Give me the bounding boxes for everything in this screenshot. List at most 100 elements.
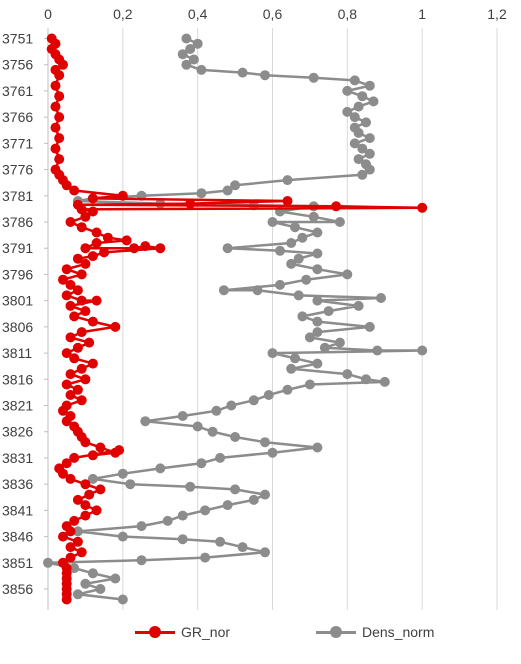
data-point-gr-nor <box>91 505 102 516</box>
data-point-dens-norm <box>357 169 368 180</box>
data-point-dens-norm <box>136 555 147 566</box>
y-tick-label: 3771 <box>2 135 33 151</box>
data-point-gr-nor <box>80 479 91 490</box>
data-point-gr-nor <box>140 241 151 252</box>
data-point-gr-nor <box>65 473 76 484</box>
data-point-dens-norm <box>196 64 207 75</box>
y-tick-label: 3811 <box>2 345 32 361</box>
data-point-dens-norm <box>248 395 259 406</box>
y-tick-label: 3766 <box>2 109 33 125</box>
x-tick-label: 0,2 <box>113 6 133 22</box>
data-point-gr-nor <box>114 445 125 456</box>
data-point-dens-norm <box>185 481 196 492</box>
y-tick-label: 3791 <box>2 240 33 256</box>
data-point-gr-nor <box>50 101 61 112</box>
y-tick-label: 3801 <box>2 293 33 309</box>
data-point-dens-norm <box>192 421 203 432</box>
data-point-dens-norm <box>323 306 334 317</box>
data-point-dens-norm <box>260 489 270 500</box>
data-point-gr-nor <box>61 348 72 359</box>
data-point-dens-norm <box>353 300 364 311</box>
data-point-dens-norm <box>364 164 375 175</box>
data-point-dens-norm <box>218 285 229 296</box>
y-tick-label: 3821 <box>2 398 33 414</box>
data-point-dens-norm <box>222 500 233 511</box>
data-point-gr-nor <box>76 327 87 338</box>
data-point-gr-nor <box>72 285 83 296</box>
data-point-gr-nor <box>282 196 293 206</box>
data-point-gr-nor <box>72 494 83 505</box>
data-point-gr-nor <box>129 243 140 254</box>
data-point-dens-norm <box>290 222 300 233</box>
data-point-gr-nor <box>65 279 76 290</box>
data-point-dens-norm <box>361 374 371 385</box>
data-point-dens-norm <box>177 49 188 60</box>
data-point-dens-norm <box>136 521 147 532</box>
data-point-gr-nor <box>65 526 76 537</box>
x-tick-label: 1 <box>418 6 426 22</box>
data-point-dens-norm <box>87 568 98 579</box>
data-point-dens-norm <box>260 70 270 81</box>
data-point-dens-norm <box>364 80 375 91</box>
data-point-gr-nor <box>72 342 83 353</box>
data-point-dens-norm <box>226 400 237 411</box>
data-point-dens-norm <box>372 345 383 356</box>
data-point-dens-norm <box>286 258 297 269</box>
y-tick-label: 3781 <box>2 188 33 204</box>
data-point-dens-norm <box>342 269 353 280</box>
data-point-dens-norm <box>312 327 323 338</box>
y-tick-label: 3756 <box>2 57 33 73</box>
data-point-dens-norm <box>200 505 211 516</box>
series-layer <box>43 33 428 605</box>
data-point-gr-nor <box>50 122 61 133</box>
data-point-dens-norm <box>140 416 151 427</box>
data-point-dens-norm <box>368 96 379 107</box>
data-point-dens-norm <box>312 316 323 327</box>
data-point-dens-norm <box>364 148 375 159</box>
y-tick-label: 3806 <box>2 319 33 335</box>
data-point-gr-nor <box>84 337 95 348</box>
data-point-dens-norm <box>376 293 386 303</box>
data-point-dens-norm <box>312 442 323 453</box>
data-point-dens-norm <box>308 72 319 83</box>
data-point-dens-norm <box>353 127 364 138</box>
data-point-gr-nor <box>80 374 91 385</box>
data-point-dens-norm <box>260 547 270 558</box>
data-point-gr-nor <box>50 80 61 91</box>
data-point-gr-nor <box>54 91 65 102</box>
data-point-gr-nor <box>91 227 102 238</box>
legend-swatch-dens <box>316 622 356 642</box>
data-point-gr-nor <box>76 269 87 280</box>
y-tick-label: 3776 <box>2 162 33 178</box>
data-point-dens-norm <box>357 91 368 102</box>
data-point-dens-norm <box>237 67 248 78</box>
data-point-dens-norm <box>286 238 297 248</box>
y-axis-ticks: 3751 3756 3761 3766 3771 3776 3781 3786 3791 3796… <box>2 30 48 597</box>
data-point-dens-norm <box>80 578 91 589</box>
data-point-gr-nor <box>61 594 72 605</box>
data-point-gr-nor <box>80 437 91 448</box>
data-point-dens-norm <box>267 217 278 227</box>
data-point-gr-nor <box>65 390 76 400</box>
data-point-gr-nor <box>65 332 76 343</box>
data-point-gr-nor <box>72 253 83 264</box>
data-point-dens-norm <box>275 245 285 256</box>
data-point-dens-norm <box>308 211 319 222</box>
data-point-dens-norm <box>117 594 128 605</box>
data-point-dens-norm <box>162 515 173 526</box>
data-point-gr-nor <box>65 369 76 380</box>
data-point-dens-norm <box>95 584 106 594</box>
legend-label-dens: Dens_norm <box>362 624 435 640</box>
data-point-gr-nor <box>58 274 68 285</box>
data-point-dens-norm <box>155 463 166 474</box>
data-point-dens-norm <box>110 573 121 584</box>
data-point-gr-nor <box>76 547 87 558</box>
data-point-gr-nor <box>95 484 106 495</box>
data-point-dens-norm <box>215 536 226 547</box>
data-point-dens-norm <box>117 531 128 542</box>
data-point-gr-nor <box>87 316 98 327</box>
data-point-gr-nor <box>69 353 80 364</box>
data-point-gr-nor <box>65 542 76 553</box>
data-point-dens-norm <box>222 243 233 254</box>
data-point-gr-nor <box>72 384 83 395</box>
